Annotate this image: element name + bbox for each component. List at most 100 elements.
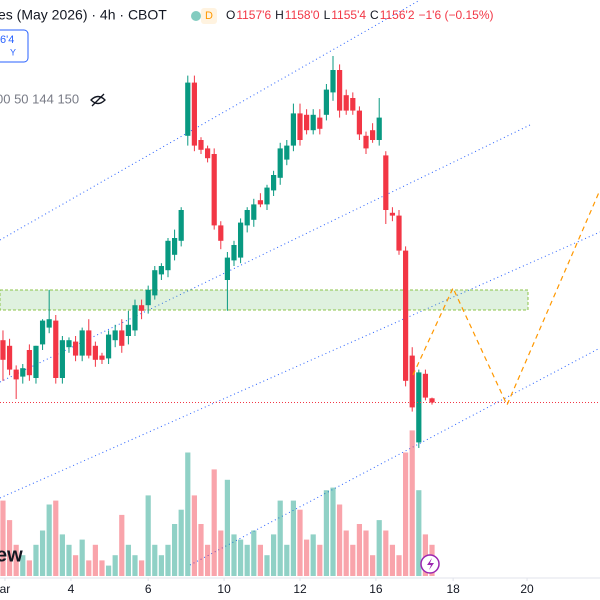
volume-bar bbox=[99, 560, 105, 576]
volume-bar bbox=[59, 534, 65, 576]
ohlc-value: 1157'6 bbox=[236, 8, 271, 22]
volume-bar bbox=[251, 530, 257, 576]
candle-body bbox=[363, 135, 369, 149]
price-box[interactable] bbox=[0, 29, 29, 63]
ohlc-label: H bbox=[275, 8, 284, 22]
volume-bar bbox=[46, 504, 52, 576]
ohlc-legend: O 1157'6 H 1158'0 L 1155'4 C 1156'2 −1'6 (−0.15%… bbox=[226, 8, 494, 22]
candle-body bbox=[304, 114, 310, 131]
candle-body bbox=[26, 350, 32, 376]
volume-bar bbox=[304, 539, 310, 576]
x-tick-label: 18 bbox=[446, 582, 460, 596]
volume-bar bbox=[105, 565, 112, 576]
volume-bar bbox=[152, 544, 158, 576]
volume-bar bbox=[370, 555, 376, 576]
candle-body bbox=[370, 130, 376, 140]
eye-slash bbox=[91, 93, 105, 107]
hide-icon[interactable] bbox=[90, 93, 106, 107]
candle-body bbox=[297, 113, 303, 140]
volume-bar bbox=[323, 490, 330, 576]
candle-body bbox=[317, 117, 323, 129]
change: −1'6 (−0.15%) bbox=[419, 8, 494, 22]
candle-body bbox=[99, 355, 105, 360]
candle-body bbox=[112, 330, 118, 341]
volume-bar bbox=[211, 469, 217, 576]
volume-bar bbox=[297, 509, 303, 576]
candle-body bbox=[429, 398, 435, 403]
volume-bar bbox=[396, 555, 402, 576]
volume-bar bbox=[158, 555, 164, 576]
candle-body bbox=[59, 340, 65, 378]
candle-body bbox=[33, 345, 39, 378]
trend-channels bbox=[0, 0, 600, 566]
x-tick-label: 16 bbox=[369, 582, 383, 596]
volume-bar bbox=[119, 514, 125, 576]
candle-body bbox=[105, 334, 112, 359]
candle-body bbox=[152, 270, 158, 296]
candle-body bbox=[396, 215, 402, 251]
volume-bar bbox=[132, 555, 138, 576]
volume-bar bbox=[330, 487, 336, 576]
ohlc-label: O bbox=[226, 8, 235, 22]
candle-body bbox=[330, 70, 336, 93]
volume-bar bbox=[79, 539, 85, 576]
candle-body bbox=[284, 145, 290, 160]
volume-bar bbox=[20, 555, 26, 576]
volume-bar bbox=[53, 500, 59, 576]
candle-body bbox=[251, 204, 257, 220]
x-tick-label: 20 bbox=[520, 582, 534, 596]
volume-bar bbox=[86, 560, 92, 576]
ohlc-value: 1158'0 bbox=[285, 8, 320, 22]
support-zone bbox=[0, 289, 529, 311]
candle-body bbox=[277, 148, 283, 178]
watermark: ew bbox=[0, 544, 23, 566]
x-tick-label: 12 bbox=[293, 582, 307, 596]
candle-body bbox=[323, 89, 330, 115]
volume-bar bbox=[350, 544, 356, 576]
volume-bar bbox=[198, 524, 204, 576]
candle-body bbox=[79, 330, 85, 356]
candle-body bbox=[119, 330, 125, 346]
candle-body bbox=[39, 320, 46, 345]
candle-body bbox=[422, 373, 429, 398]
symbol-title: es (May 2026) · 4h · CBOT bbox=[0, 7, 167, 23]
candle-body bbox=[403, 250, 409, 381]
volume-bar bbox=[125, 544, 131, 576]
ohlc-value: 1156'2 bbox=[380, 8, 415, 22]
volume-bar bbox=[92, 544, 98, 576]
candle-body bbox=[264, 187, 270, 205]
ohlc-label: L bbox=[324, 8, 331, 22]
candle-body bbox=[191, 82, 197, 146]
candle-body bbox=[13, 369, 19, 380]
volume-bar bbox=[409, 430, 415, 576]
candle-body bbox=[158, 266, 164, 275]
candle-body bbox=[310, 114, 316, 131]
candle-body bbox=[125, 324, 131, 336]
volume-bar bbox=[310, 534, 316, 576]
candle-body bbox=[53, 320, 59, 378]
channel-line bbox=[0, 0, 421, 241]
status-dot bbox=[191, 11, 201, 21]
candle-body bbox=[72, 341, 79, 356]
candle-body bbox=[376, 117, 382, 140]
price-box-sub: Y bbox=[10, 47, 16, 57]
volume-bar bbox=[0, 500, 6, 576]
volume-bar bbox=[112, 555, 118, 576]
x-tick-label: 6 bbox=[145, 582, 152, 596]
candle-body bbox=[178, 210, 184, 241]
volume-bar bbox=[237, 539, 244, 576]
volume-bar bbox=[264, 555, 270, 576]
candle-body bbox=[224, 257, 230, 280]
volume-bar bbox=[403, 452, 409, 576]
volume-bar bbox=[422, 534, 429, 576]
volume-bar bbox=[165, 544, 171, 576]
volume-bar bbox=[224, 479, 230, 576]
volume-bar bbox=[218, 530, 224, 576]
candle-body bbox=[337, 70, 343, 111]
volume-bar bbox=[270, 534, 277, 576]
ohlc-label: C bbox=[370, 8, 379, 22]
candle-body bbox=[416, 372, 422, 443]
candle-body bbox=[138, 305, 145, 311]
candle-body bbox=[165, 240, 171, 271]
